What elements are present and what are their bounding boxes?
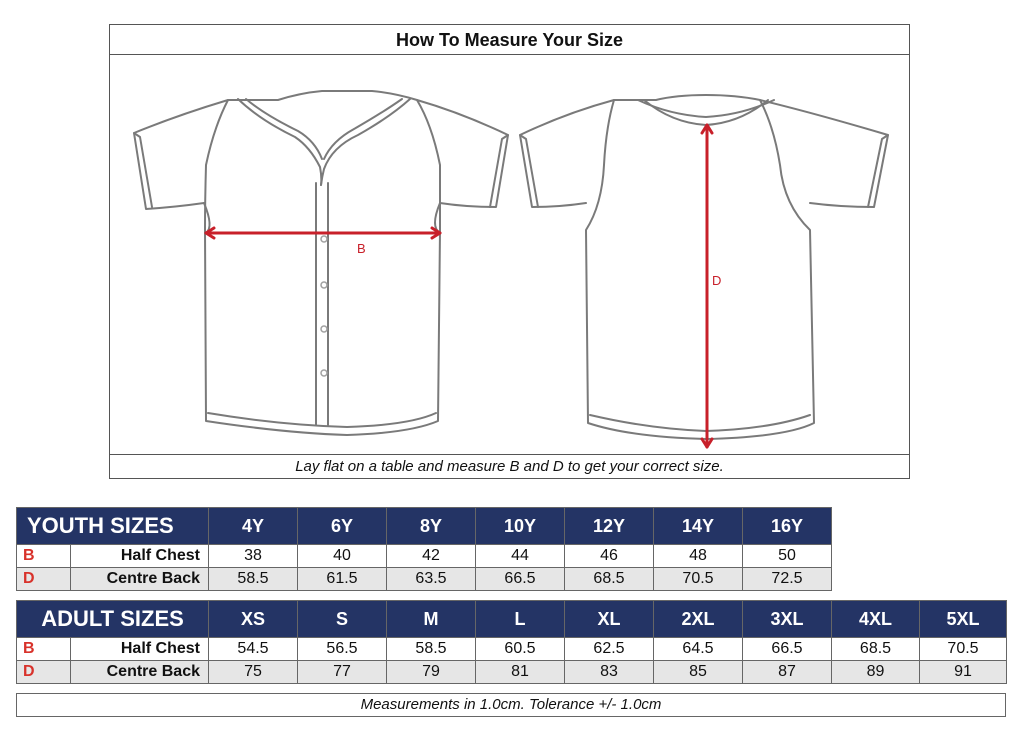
measurement-diagram: How To Measure Your Size [109, 24, 910, 479]
adult-title: ADULT SIZES [16, 600, 209, 638]
youth-header-row: YOUTH SIZES 4Y 6Y 8Y 10Y 12Y 14Y 16Y [16, 507, 832, 545]
value-cell: 62.5 [564, 637, 654, 661]
measurement-footnote: Measurements in 1.0cm. Tolerance +/- 1.0… [16, 693, 1006, 717]
value-cell: 85 [653, 660, 743, 684]
value-cell: 70.5 [919, 637, 1007, 661]
value-cell: 83 [564, 660, 654, 684]
value-cell: 63.5 [386, 567, 476, 591]
measure-code: B [16, 637, 71, 661]
value-cell: 89 [831, 660, 920, 684]
jersey-back-right-sleeve [759, 99, 889, 208]
size-header: L [475, 600, 565, 638]
value-cell: 42 [386, 544, 476, 568]
size-header: 5XL [919, 600, 1007, 638]
value-cell: 56.5 [297, 637, 387, 661]
size-header: M [386, 600, 476, 638]
measure-code: B [16, 544, 71, 568]
jersey-back-body [585, 94, 815, 440]
measure-label: Centre Back [70, 660, 209, 684]
button-icon [320, 235, 328, 243]
value-cell: 40 [297, 544, 387, 568]
value-cell: 54.5 [208, 637, 298, 661]
button-icon [320, 369, 328, 377]
size-header: 4Y [208, 507, 298, 545]
value-cell: 77 [297, 660, 387, 684]
value-cell: 68.5 [831, 637, 920, 661]
jersey-front [133, 90, 509, 436]
table-row: D Centre Back 75 77 79 81 83 85 87 89 91 [16, 660, 1007, 684]
value-cell: 58.5 [386, 637, 476, 661]
adult-size-table: ADULT SIZES XS S M L XL 2XL 3XL 4XL 5XL … [16, 600, 1007, 684]
value-cell: 87 [742, 660, 832, 684]
label-d: D [712, 273, 721, 288]
measure-code: D [16, 567, 71, 591]
diagram-caption: Lay flat on a table and measure B and D … [110, 454, 909, 478]
size-header: 12Y [564, 507, 654, 545]
value-cell: 68.5 [564, 567, 654, 591]
value-cell: 61.5 [297, 567, 387, 591]
label-b: B [357, 241, 366, 256]
measure-code: D [16, 660, 71, 684]
adult-header-row: ADULT SIZES XS S M L XL 2XL 3XL 4XL 5XL [16, 600, 1007, 638]
value-cell: 64.5 [653, 637, 743, 661]
value-cell: 66.5 [742, 637, 832, 661]
measure-label: Half Chest [70, 637, 209, 661]
table-row: B Half Chest 38 40 42 44 46 48 50 [16, 544, 832, 568]
jersey-front-collar [237, 98, 323, 186]
table-row: D Centre Back 58.5 61.5 63.5 66.5 68.5 7… [16, 567, 832, 591]
size-header: 3XL [742, 600, 832, 638]
youth-size-table: YOUTH SIZES 4Y 6Y 8Y 10Y 12Y 14Y 16Y B H… [16, 507, 832, 591]
value-cell: 44 [475, 544, 565, 568]
size-header: S [297, 600, 387, 638]
size-header: 6Y [297, 507, 387, 545]
value-cell: 70.5 [653, 567, 743, 591]
size-header: XL [564, 600, 654, 638]
jersey-back [519, 94, 889, 440]
table-row: B Half Chest 54.5 56.5 58.5 60.5 62.5 64… [16, 637, 1007, 661]
measure-label: Centre Back [70, 567, 209, 591]
size-header: 16Y [742, 507, 832, 545]
value-cell: 66.5 [475, 567, 565, 591]
jersey-front-left-sleeve [133, 99, 229, 210]
value-cell: 38 [208, 544, 298, 568]
jersey-back-collar [637, 99, 775, 118]
jersey-illustration: B D [133, 90, 889, 449]
size-header: 8Y [386, 507, 476, 545]
value-cell: 72.5 [742, 567, 832, 591]
value-cell: 48 [653, 544, 743, 568]
size-header: 2XL [653, 600, 743, 638]
jersey-back-left-sleeve [519, 99, 615, 208]
size-header: 10Y [475, 507, 565, 545]
value-cell: 58.5 [208, 567, 298, 591]
value-cell: 75 [208, 660, 298, 684]
value-cell: 81 [475, 660, 565, 684]
jersey-front-body [204, 90, 442, 436]
value-cell: 50 [742, 544, 832, 568]
button-icon [320, 325, 328, 333]
value-cell: 60.5 [475, 637, 565, 661]
diagram-title: How To Measure Your Size [110, 25, 909, 55]
youth-title: YOUTH SIZES [16, 507, 209, 545]
size-header: 4XL [831, 600, 920, 638]
measure-label: Half Chest [70, 544, 209, 568]
value-cell: 46 [564, 544, 654, 568]
value-cell: 79 [386, 660, 476, 684]
size-header: XS [208, 600, 298, 638]
size-header: 14Y [653, 507, 743, 545]
jersey-front-right-sleeve [416, 99, 509, 208]
value-cell: 91 [919, 660, 1007, 684]
button-icon [320, 281, 328, 289]
